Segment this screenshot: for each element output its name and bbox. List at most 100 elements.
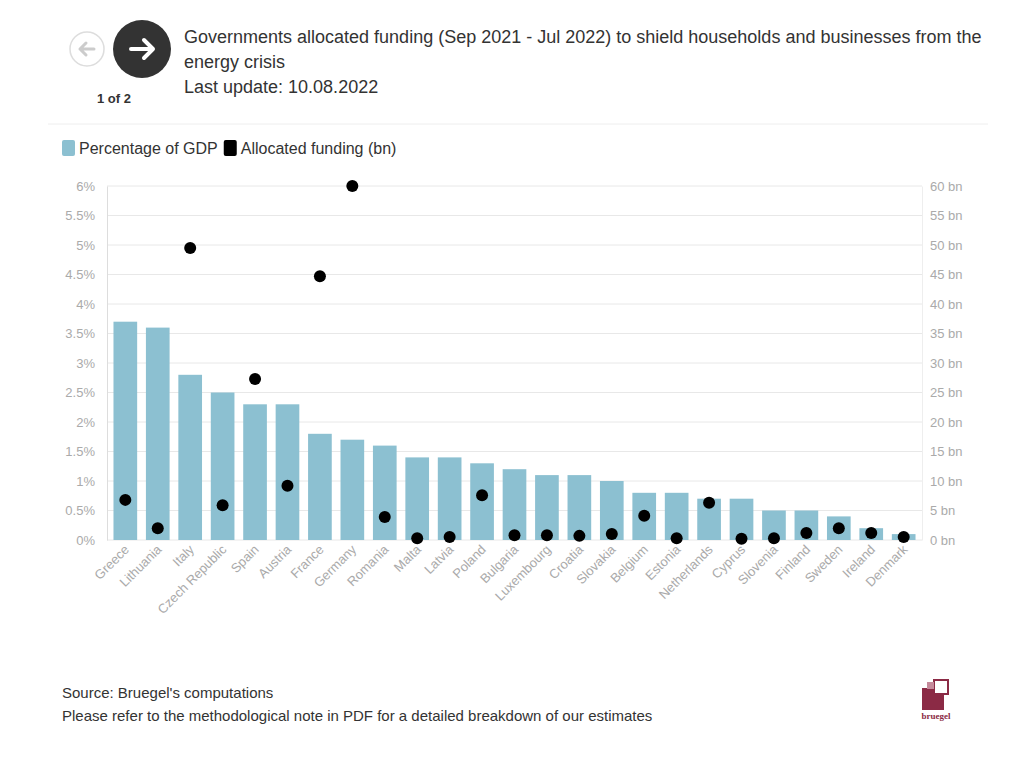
y-tick-label: 1.5% [65, 444, 95, 459]
point [898, 531, 910, 543]
y-tick-label: 1% [76, 474, 95, 489]
x-tick-label: Czech Republic [154, 541, 229, 616]
bar [373, 446, 397, 540]
prev-button[interactable] [70, 32, 104, 66]
y-tick-label: 6% [76, 179, 95, 194]
x-tick: Romania [344, 540, 392, 589]
y2-tick-label: 10 bn [930, 474, 963, 489]
y-tick-label: 3.5% [65, 326, 95, 341]
point [833, 522, 845, 534]
x-tick: Malta [391, 540, 425, 575]
y2-axis: 0 bn5 bn10 bn15 bn20 bn25 bn30 bn35 bn40… [922, 179, 963, 548]
y-tick-label: 5% [76, 238, 95, 253]
point [281, 480, 293, 492]
y2-tick: 30 bn [922, 356, 963, 371]
x-tick-label: Malta [391, 541, 425, 575]
x-tick-label: Belgium [607, 542, 651, 586]
bar [178, 375, 202, 540]
point [119, 494, 131, 506]
series-0 [113, 322, 915, 540]
x-axis: GreeceLithuaniaItalyCzech RepublicSpainA… [91, 540, 922, 617]
x-tick-label: Netherlands [656, 541, 717, 602]
y2-tick-label: 0 bn [930, 533, 955, 548]
x-tick: Sweden [802, 540, 846, 586]
bar [146, 328, 170, 540]
x-tick-label: Romania [344, 541, 392, 589]
y-tick-label: 2% [76, 415, 95, 430]
y-axis: 0%0.5%1%1.5%2%2.5%3%3.5%4%4.5%5%5.5%6% [65, 179, 107, 548]
y-tick: 3% [76, 356, 107, 371]
source: Source: Bruegel's computations [62, 684, 273, 701]
y2-tick: 25 bn [922, 385, 963, 400]
y2-tick-label: 25 bn [930, 385, 963, 400]
x-tick: Denmark [863, 540, 911, 590]
bar [600, 481, 624, 540]
y-tick: 0% [76, 533, 107, 548]
point [509, 529, 521, 541]
y-tick: 2% [76, 415, 107, 430]
x-tick: Lithuania [117, 540, 165, 590]
x-tick-label: Slovenia [735, 541, 781, 587]
legend-label: Allocated funding (bn) [241, 140, 397, 157]
bar [113, 322, 137, 540]
grid-line [107, 363, 922, 364]
y2-tick-label: 60 bn [930, 179, 963, 194]
navigation [70, 20, 171, 78]
y-tick-label: 5.5% [65, 208, 95, 223]
grid-line [107, 333, 922, 334]
page-indicator: 1 of 2 [97, 91, 131, 106]
y-tick-label: 2.5% [65, 385, 95, 400]
bar [405, 457, 429, 540]
y-tick: 5.5% [65, 208, 107, 223]
series-1 [119, 180, 909, 545]
logo-text: bruegel [922, 711, 951, 721]
logo: bruegel [922, 680, 951, 721]
y-tick: 0.5% [65, 503, 107, 518]
y-tick-label: 0.5% [65, 503, 95, 518]
bar [795, 511, 819, 541]
point [152, 522, 164, 534]
y-tick-label: 0% [76, 533, 95, 548]
plot-area [113, 180, 915, 545]
point [346, 180, 358, 192]
grid-line [107, 186, 922, 187]
bar [211, 393, 235, 541]
y-tick: 3.5% [65, 326, 107, 341]
grid [107, 186, 922, 540]
y-tick: 1% [76, 474, 107, 489]
y2-tick: 45 bn [922, 267, 963, 282]
point [606, 528, 618, 540]
bar [341, 440, 365, 540]
logo-block [927, 682, 934, 689]
y-tick: 2.5% [65, 385, 107, 400]
bar [470, 463, 494, 540]
point [476, 489, 488, 501]
y-tick-label: 3% [76, 356, 95, 371]
y2-axis-line [922, 187, 923, 541]
legend: Percentage of GDP Allocated funding (bn) [62, 140, 396, 157]
x-tick: Slovenia [735, 540, 781, 588]
x-tick-label: Italy [169, 541, 197, 569]
y2-tick: 35 bn [922, 326, 963, 341]
point [768, 532, 780, 544]
point [379, 511, 391, 523]
y-axis-line [107, 187, 108, 541]
y2-tick-label: 35 bn [930, 326, 963, 341]
bar [827, 516, 851, 540]
x-tick: Belgium [607, 540, 651, 586]
y2-tick-label: 50 bn [930, 238, 963, 253]
y2-tick-label: 30 bn [930, 356, 963, 371]
y2-tick: 50 bn [922, 238, 963, 253]
x-tick-label: Sweden [802, 542, 846, 586]
y2-tick: 40 bn [922, 297, 963, 312]
grid-line [107, 245, 922, 246]
grid-line [107, 274, 922, 275]
x-tick: Austria [255, 540, 295, 581]
point [703, 497, 715, 509]
legend-label: Percentage of GDP [79, 140, 218, 157]
legend-swatch [224, 140, 237, 156]
x-tick-label: Lithuania [117, 541, 165, 589]
next-button[interactable] [113, 20, 171, 78]
y2-tick-label: 55 bn [930, 208, 963, 223]
bar [438, 457, 462, 540]
